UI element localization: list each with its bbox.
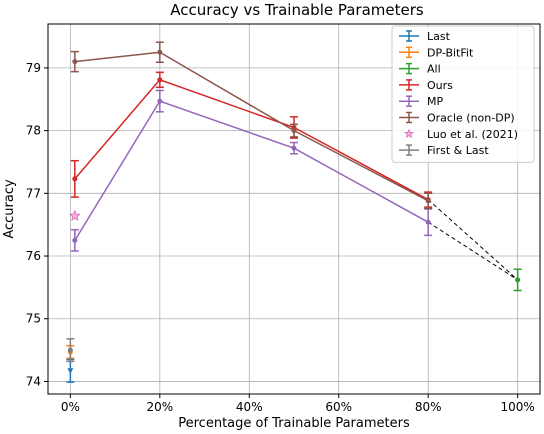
line-mp [74,100,429,241]
x-tick-label: 0% [61,400,80,414]
x-tick-label: 100% [500,400,534,414]
point-mp [425,219,431,225]
y-tick-label: 77 [26,186,41,200]
series-mp [70,89,433,252]
x-tick-label: 20% [146,400,173,414]
y-tick-label: 76 [26,249,41,263]
legend-label-last: Last [427,30,451,43]
point-oracle-non-dp [291,128,297,134]
point-oracle-non-dp [72,59,78,65]
y-ticks: 74 75 76 77 78 79 [26,61,48,388]
dashed-link [427,199,518,281]
y-tick-label: 79 [26,61,41,75]
legend-marker-luo-et-al-2021 [403,128,415,139]
point-oracle-non-dp [425,198,431,204]
series-first-last [66,338,75,363]
legend: Last DP-BitFit All Ours MP Oracle (non-DP) Luo… [391,25,535,163]
x-tick-label: 80% [415,400,442,414]
point-last [67,368,74,374]
point-mp [72,237,78,243]
legend-label-mp: MP [427,95,443,108]
x-ticks: 0% 20% 40% 60% 80% 100% [61,394,535,414]
legend-label-all: All [427,63,441,76]
y-tick-label: 74 [26,374,41,388]
chart-title: Accuracy vs Trainable Parameters [170,1,424,19]
series-last [66,358,75,383]
legend-label-oracle-non-dp: Oracle (non-DP) [427,112,515,125]
series-oracle-non-dp [70,41,433,210]
line-ours [74,78,429,201]
y-axis-label: Accuracy [2,179,17,239]
point-luo-et-al-2021 [68,209,81,221]
point-ours [72,176,78,182]
point-all [515,277,521,283]
x-tick-label: 60% [325,400,352,414]
plot-frame [47,23,541,395]
dashed-links [427,199,518,281]
point-ours [157,77,163,83]
x-axis-label: Percentage of Trainable Parameters [178,416,410,431]
dashed-link [427,221,518,281]
y-tick-label: 75 [26,312,41,326]
line-oracle-non-dp [74,51,429,202]
series-all [513,268,522,292]
point-oracle-non-dp [157,49,163,55]
series-group [66,41,522,383]
point-first-last [67,347,73,353]
point-mp [291,145,297,151]
legend-label-ours: Ours [427,79,453,92]
x-tick-label: 40% [236,400,263,414]
legend-box [391,25,535,163]
series-luo-et-al-2021 [68,209,81,221]
legend-label-dp-bitfit: DP-BitFit [427,46,474,59]
point-mp [157,98,163,104]
series-ours [70,71,433,208]
legend-label-first-last: First & Last [427,144,489,157]
y-tick-label: 78 [26,124,41,138]
legend-label-luo-et-al-2021: Luo et al. (2021) [427,128,518,141]
